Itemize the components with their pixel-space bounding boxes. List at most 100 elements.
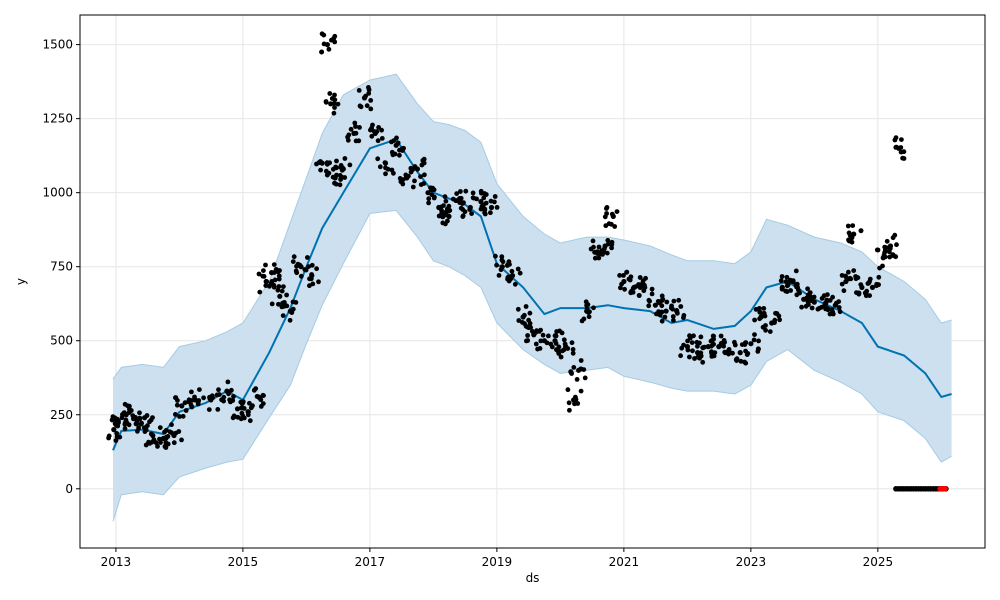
observed-point-jitter bbox=[687, 354, 692, 360]
observed-point-jitter bbox=[515, 306, 521, 312]
observed-point-jitter bbox=[482, 206, 488, 212]
observed-point-jitter bbox=[186, 397, 192, 403]
observed-point-jitter bbox=[553, 341, 559, 346]
observed-point-jitter bbox=[122, 401, 128, 407]
observed-point-jitter bbox=[690, 348, 695, 354]
observed-point-jitter bbox=[499, 254, 505, 260]
observed-point-jitter bbox=[319, 31, 325, 37]
observed-point-jitter bbox=[656, 311, 661, 316]
observed-point-jitter bbox=[529, 328, 535, 334]
observed-point-jitter bbox=[721, 343, 726, 349]
observed-point-jitter bbox=[742, 359, 747, 365]
observed-point-jitter bbox=[836, 299, 842, 304]
observed-point bbox=[811, 299, 817, 305]
observed-point-jitter bbox=[400, 148, 405, 153]
observed-point-jitter bbox=[553, 333, 559, 339]
observed-point-jitter bbox=[898, 145, 904, 150]
observed-point-jitter bbox=[626, 276, 632, 282]
observed-point-jitter bbox=[333, 164, 339, 170]
observed-point-jitter bbox=[207, 394, 212, 400]
observed-point-jitter bbox=[641, 288, 647, 294]
observed-point-jitter bbox=[310, 281, 316, 287]
observed-point-jitter bbox=[432, 194, 437, 200]
observed-point-jitter bbox=[261, 268, 266, 273]
observed-point-jitter bbox=[314, 266, 319, 272]
observed-point-jitter bbox=[597, 251, 603, 257]
observed-point-jitter bbox=[649, 286, 655, 292]
observed-point-jitter bbox=[839, 281, 845, 287]
x-tick-label: 2017 bbox=[355, 555, 386, 569]
observed-point-jitter bbox=[106, 433, 112, 439]
upper-bound-line bbox=[112, 73, 952, 380]
observed-point-jitter bbox=[309, 272, 314, 277]
observed-point-jitter bbox=[145, 423, 150, 429]
x-tick-label: 2025 bbox=[863, 555, 894, 569]
observed-point-jitter bbox=[565, 346, 571, 351]
observed-point-jitter bbox=[805, 286, 810, 292]
observed-point-jitter bbox=[293, 300, 299, 305]
observed-point-jitter bbox=[368, 106, 374, 112]
observed-point-jitter bbox=[762, 313, 768, 319]
observed-point-jitter bbox=[479, 190, 484, 196]
observed-point-jitter bbox=[566, 400, 572, 406]
observed-point-jitter bbox=[113, 438, 119, 443]
observed-point-jitter bbox=[891, 253, 897, 259]
observed-point-jitter bbox=[446, 208, 452, 214]
observed-point-jitter bbox=[752, 332, 757, 337]
observed-point-jitter bbox=[884, 238, 890, 244]
observed-point-jitter bbox=[874, 247, 880, 253]
observed-point-jitter bbox=[809, 305, 815, 311]
observed-point-jitter bbox=[348, 126, 354, 132]
observed-point-jitter bbox=[745, 351, 751, 356]
observed-point-jitter bbox=[332, 39, 338, 45]
observed-point bbox=[234, 406, 241, 412]
observed-point-jitter bbox=[442, 194, 448, 200]
observed-point-jitter bbox=[369, 133, 375, 139]
observed-point-jitter bbox=[882, 254, 888, 260]
observed-point-jitter bbox=[886, 249, 892, 255]
observed-point-jitter bbox=[157, 425, 163, 430]
observed-point-jitter bbox=[221, 394, 227, 400]
observed-point-jitter bbox=[245, 412, 251, 418]
observed-point-jitter bbox=[422, 172, 427, 178]
observed-point-jitter bbox=[318, 167, 323, 173]
observed-point-jitter bbox=[862, 290, 868, 296]
observed-point-jitter bbox=[174, 402, 180, 408]
observed-point-jitter bbox=[743, 340, 748, 346]
observed-point-jitter bbox=[439, 207, 444, 213]
observed-point-jitter bbox=[225, 379, 231, 385]
observed-point-jitter bbox=[850, 223, 856, 229]
observed-point-jitter bbox=[445, 218, 450, 224]
observed-point-jitter bbox=[790, 278, 796, 283]
observed-point-jitter bbox=[567, 407, 572, 413]
observed-point-jitter bbox=[525, 333, 530, 338]
observed-point-jitter bbox=[784, 274, 790, 280]
observed-point-jitter bbox=[256, 271, 262, 277]
observed-point-jitter bbox=[517, 270, 523, 276]
observed-point-jitter bbox=[440, 214, 446, 220]
observed-point-jitter bbox=[257, 289, 263, 295]
observed-point-jitter bbox=[454, 191, 460, 197]
observed-point-jitter bbox=[492, 199, 497, 205]
observed-point-jitter bbox=[263, 262, 268, 268]
observed-point-jitter bbox=[144, 413, 150, 418]
observed-point-jitter bbox=[426, 200, 431, 206]
observed-point-jitter bbox=[877, 265, 882, 271]
observed-point-jitter bbox=[382, 160, 388, 166]
observed-point-jitter bbox=[604, 211, 609, 216]
observed-point-jitter bbox=[163, 445, 169, 450]
observed-point-jitter bbox=[647, 298, 652, 304]
observed-point-jitter bbox=[308, 276, 314, 282]
observed-point-jitter bbox=[363, 93, 368, 99]
observed-point-jitter bbox=[855, 275, 861, 281]
observed-point bbox=[488, 204, 495, 211]
observed-point-jitter bbox=[277, 268, 282, 273]
observed-point-jitter bbox=[671, 318, 676, 323]
future-points bbox=[893, 486, 949, 492]
observed-point-jitter bbox=[562, 341, 568, 347]
observed-point-jitter bbox=[284, 292, 289, 298]
observed-point-jitter bbox=[377, 164, 383, 170]
observed-point-jitter bbox=[874, 281, 879, 287]
observed-point-jitter bbox=[331, 35, 337, 41]
observed-point-jitter bbox=[126, 422, 132, 428]
